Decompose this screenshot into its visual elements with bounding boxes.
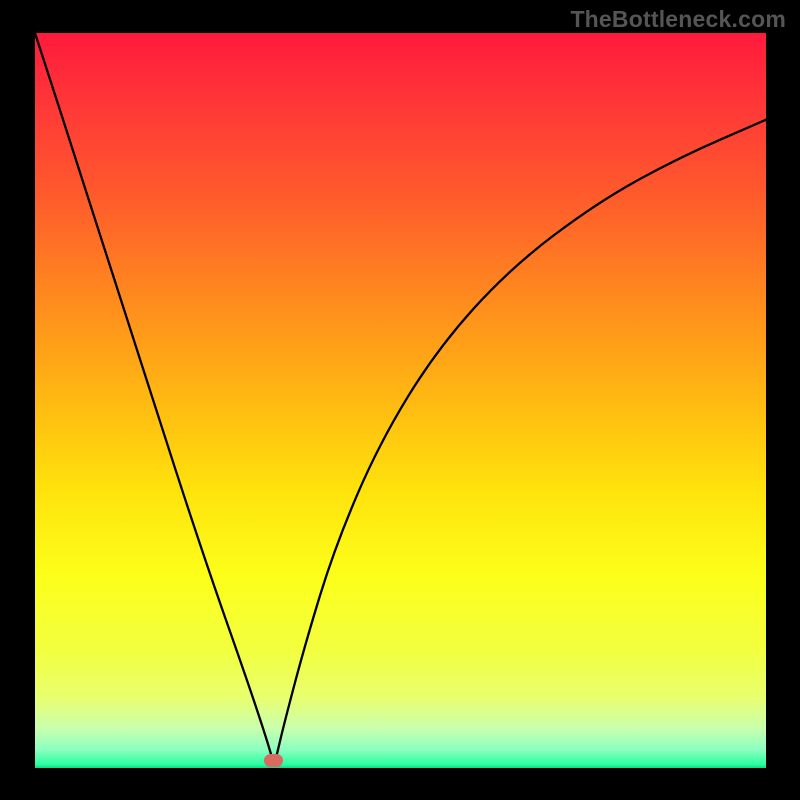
curve-left-branch (35, 33, 272, 757)
optimum-marker (264, 754, 283, 767)
plot-area (35, 33, 766, 768)
curve-right-branch (276, 120, 766, 757)
bottleneck-curve (35, 33, 766, 768)
watermark-text: TheBottleneck.com (570, 6, 786, 33)
